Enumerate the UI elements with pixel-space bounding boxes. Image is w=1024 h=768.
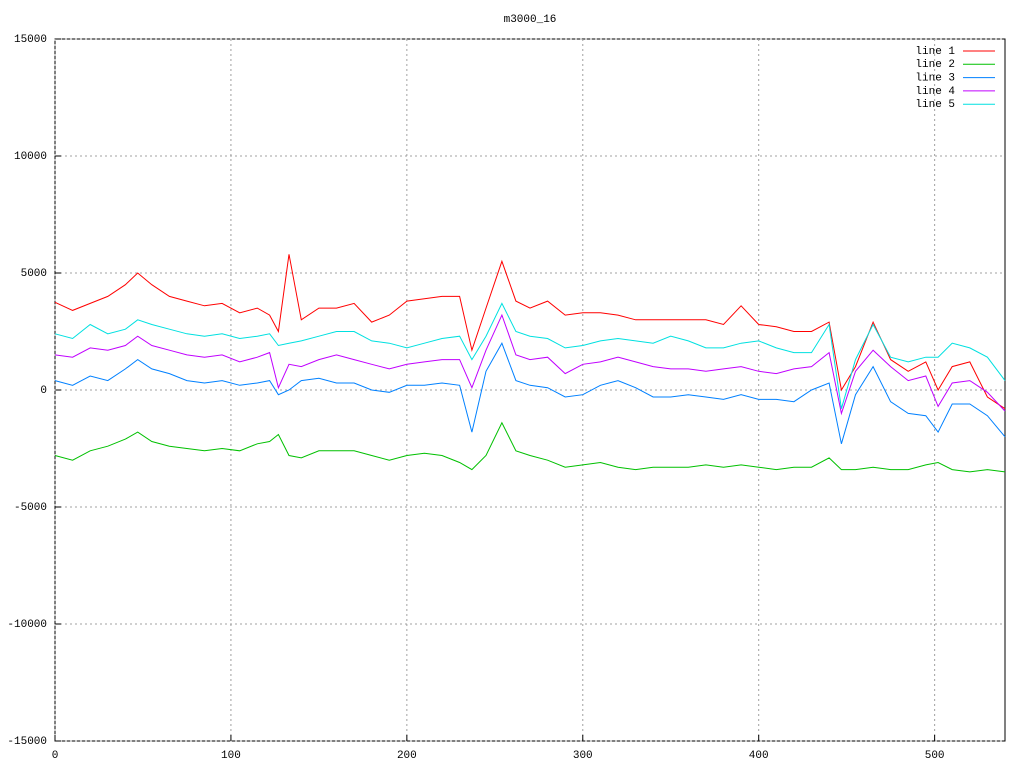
series-line (54, 421, 1006, 473)
series-line (54, 254, 1006, 410)
x-tick-label: 500 (925, 750, 945, 762)
x-tick-label: 0 (52, 750, 59, 762)
legend-label: line 1 (915, 46, 955, 58)
legend-label: line 2 (915, 59, 955, 71)
y-tick-label: 15000 (14, 34, 47, 46)
x-tick-label: 300 (573, 750, 593, 762)
x-tick-label: 200 (397, 750, 417, 762)
y-tick-label: -5000 (14, 502, 47, 514)
series-line (54, 313, 1006, 416)
x-tick-label: 100 (221, 750, 241, 762)
x-tick-label: 400 (749, 750, 769, 762)
legend-label: line 5 (915, 99, 955, 111)
series-line (54, 342, 1006, 444)
series-line (54, 302, 1006, 409)
y-tick-label: 5000 (21, 268, 47, 280)
y-tick-label: 10000 (14, 151, 47, 163)
y-tick-label: -10000 (7, 619, 47, 631)
legend-label: line 3 (915, 73, 955, 85)
y-tick-label: -15000 (7, 736, 47, 748)
legend-label: line 4 (915, 86, 955, 98)
y-tick-label: 0 (40, 385, 47, 397)
chart-title: m3000_16 (504, 14, 557, 26)
